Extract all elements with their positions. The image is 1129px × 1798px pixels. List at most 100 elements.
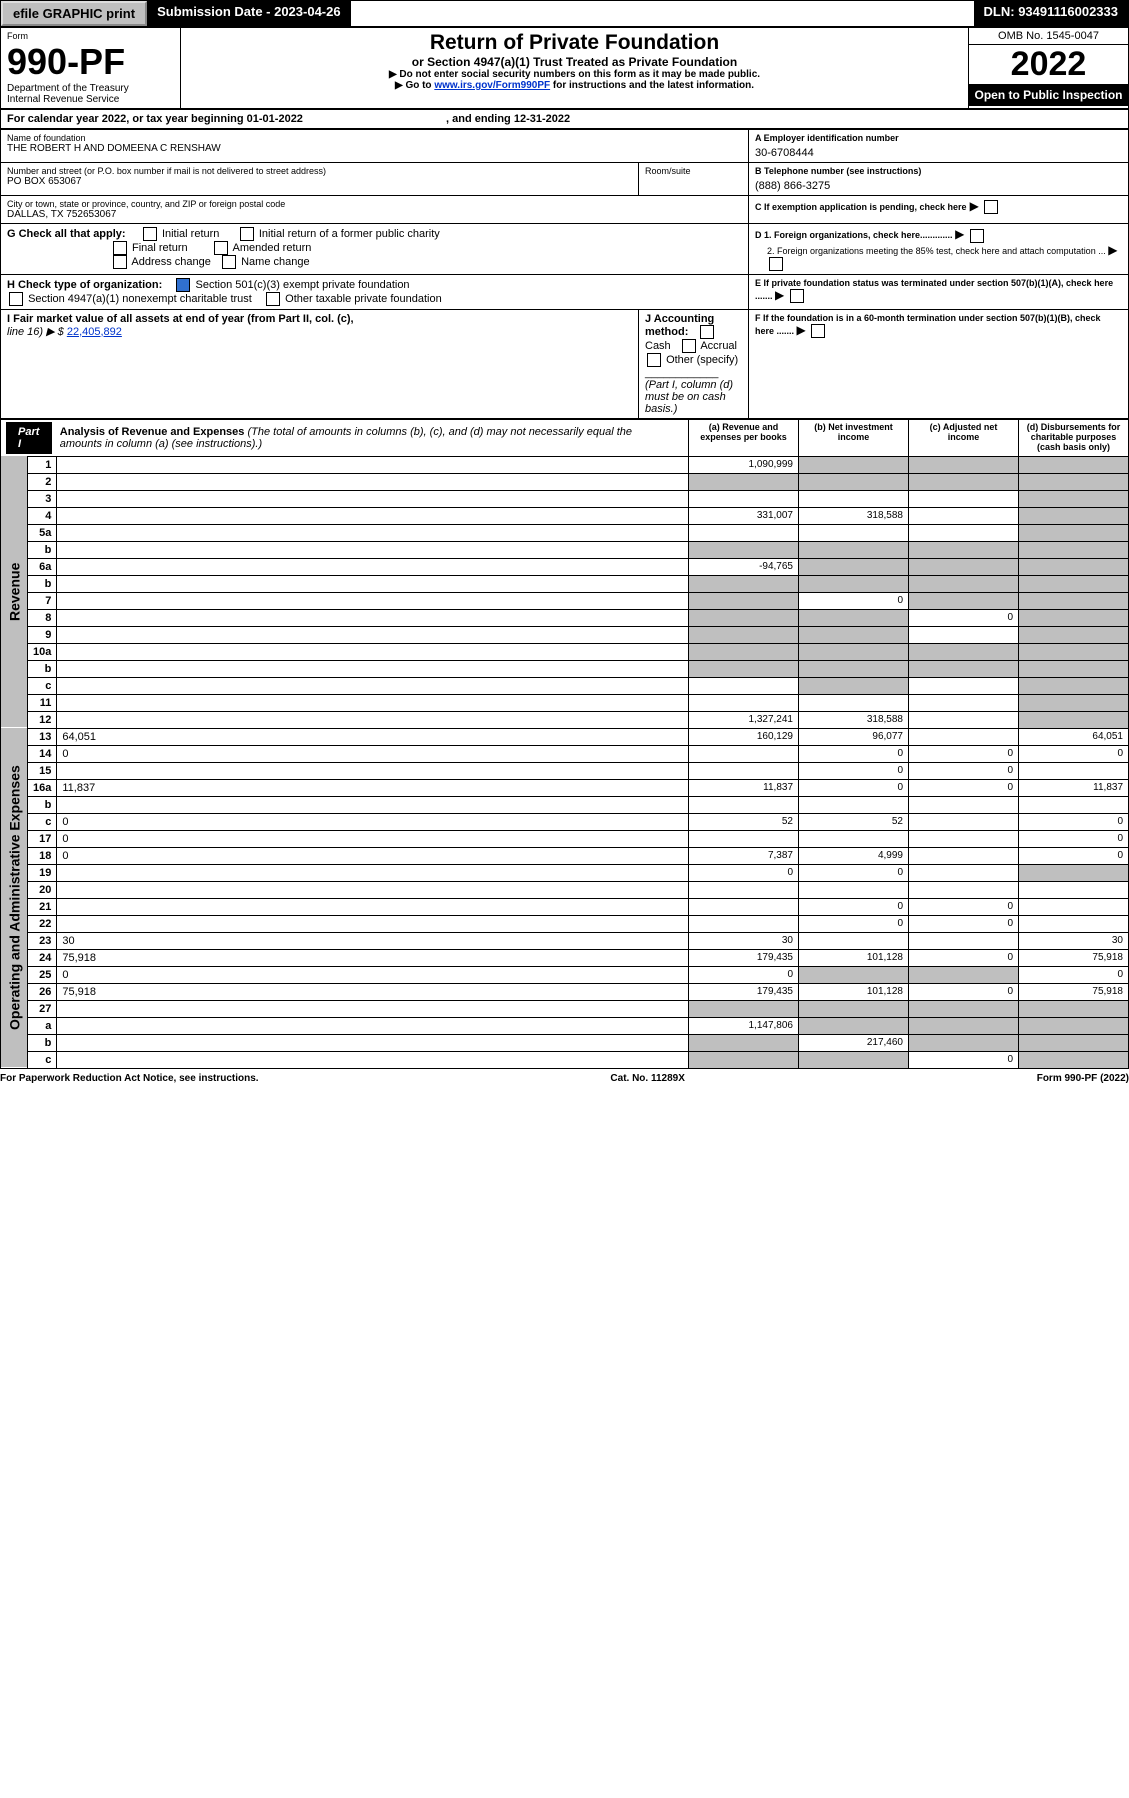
line-number: 9 <box>28 626 57 643</box>
cell-b <box>799 932 909 949</box>
line-description <box>57 694 689 711</box>
cell-c <box>909 796 1019 813</box>
cell-b <box>799 1017 909 1034</box>
table-row: 140000 <box>1 745 1129 762</box>
d1-checkbox[interactable] <box>970 229 984 243</box>
cell-d: 0 <box>1019 966 1129 983</box>
line-description <box>57 864 689 881</box>
cell-c <box>909 660 1019 677</box>
cell-d <box>1019 1017 1129 1034</box>
form-title: Return of Private Foundation <box>187 31 962 55</box>
cell-c <box>909 830 1019 847</box>
g-initial-checkbox[interactable] <box>143 227 157 241</box>
part1-title-text: Analysis of Revenue and Expenses <box>60 426 245 438</box>
g-amended-label: Amended return <box>233 242 312 254</box>
j-accrual-checkbox[interactable] <box>682 339 696 353</box>
line-description <box>57 643 689 660</box>
cell-d: 11,837 <box>1019 779 1129 796</box>
table-row: c <box>1 677 1129 694</box>
line-number: 16a <box>28 779 57 796</box>
efile-print-button[interactable]: efile GRAPHIC print <box>1 1 147 26</box>
table-row: 4331,007318,588 <box>1 507 1129 524</box>
cell-a <box>689 677 799 694</box>
g-initial-former-checkbox[interactable] <box>240 227 254 241</box>
line-number: 18 <box>28 847 57 864</box>
cell-b <box>799 830 909 847</box>
line-description <box>57 660 689 677</box>
cell-c: 0 <box>909 745 1019 762</box>
cell-d <box>1019 541 1129 558</box>
cell-a <box>689 898 799 915</box>
f-checkbox[interactable] <box>811 324 825 338</box>
line-number: 17 <box>28 830 57 847</box>
h-4947-checkbox[interactable] <box>9 292 23 306</box>
cell-b: 0 <box>799 915 909 932</box>
h-501c3-checkbox[interactable] <box>176 278 190 292</box>
cell-a: 11,837 <box>689 779 799 796</box>
top-bar: efile GRAPHIC print Submission Date - 20… <box>0 0 1129 27</box>
line-description: 0 <box>57 966 689 983</box>
d2-checkbox[interactable] <box>769 257 783 271</box>
cell-c <box>909 864 1019 881</box>
dept-treasury: Department of the Treasury <box>7 83 174 94</box>
h-label: H Check type of organization: <box>7 279 162 291</box>
cell-b: 4,999 <box>799 847 909 864</box>
table-row: Revenue11,090,999 <box>1 456 1129 473</box>
g-name-checkbox[interactable] <box>222 255 236 269</box>
cell-c <box>909 1000 1019 1017</box>
form-header-table: Form 990-PF Department of the Treasury I… <box>0 27 1129 109</box>
g-addr-label: Address change <box>131 256 211 268</box>
line-description <box>57 1051 689 1068</box>
line-number: b <box>28 575 57 592</box>
table-row: 1700 <box>1 830 1129 847</box>
form-word: Form <box>7 31 174 41</box>
line-number: 12 <box>28 711 57 728</box>
form-subtitle: or Section 4947(a)(1) Trust Treated as P… <box>187 55 962 69</box>
line-description <box>57 677 689 694</box>
g-initial-label: Initial return <box>162 228 219 240</box>
cell-b: 101,128 <box>799 983 909 1000</box>
cell-b <box>799 575 909 592</box>
cell-d <box>1019 1034 1129 1051</box>
line-number: 6a <box>28 558 57 575</box>
line-description <box>57 524 689 541</box>
c-checkbox[interactable] <box>984 200 998 214</box>
cell-a <box>689 881 799 898</box>
instr-suffix: for instructions and the latest informat… <box>553 80 754 91</box>
revenue-section-label: Revenue <box>1 456 28 728</box>
g-amended-checkbox[interactable] <box>214 241 228 255</box>
line-description <box>57 490 689 507</box>
arrow-icon: ▶ <box>1108 243 1117 257</box>
cell-b <box>799 473 909 490</box>
g-addr-checkbox[interactable] <box>113 255 127 269</box>
table-row: b <box>1 575 1129 592</box>
line-number: c <box>28 1051 57 1068</box>
cell-a <box>689 694 799 711</box>
table-row: 2675,918179,435101,128075,918 <box>1 983 1129 1000</box>
fmv-link[interactable]: 22,405,892 <box>67 326 122 338</box>
cell-a <box>689 490 799 507</box>
foundation-name: THE ROBERT H AND DOMEENA C RENSHAW <box>7 143 742 154</box>
j-cash-checkbox[interactable] <box>700 325 714 339</box>
e-checkbox[interactable] <box>790 289 804 303</box>
cell-a <box>689 796 799 813</box>
form990pf-link[interactable]: www.irs.gov/Form990PF <box>434 80 550 91</box>
table-row: 80 <box>1 609 1129 626</box>
cell-b: 0 <box>799 898 909 915</box>
line-description <box>57 626 689 643</box>
irs-label: Internal Revenue Service <box>7 94 174 105</box>
line-description: 0 <box>57 813 689 830</box>
instr-goto: ▶ Go to <box>395 80 434 91</box>
cell-c: 0 <box>909 609 1019 626</box>
table-row: Operating and Administrative Expenses136… <box>1 728 1129 745</box>
g-final-checkbox[interactable] <box>113 241 127 255</box>
table-row: 5a <box>1 524 1129 541</box>
form-number: 990-PF <box>7 41 174 83</box>
j-other-checkbox[interactable] <box>647 353 661 367</box>
line-number: 11 <box>28 694 57 711</box>
tax-year: 2022 <box>969 45 1128 84</box>
line-description <box>57 507 689 524</box>
cell-a: 179,435 <box>689 949 799 966</box>
h-other-checkbox[interactable] <box>266 292 280 306</box>
line-number: c <box>28 677 57 694</box>
